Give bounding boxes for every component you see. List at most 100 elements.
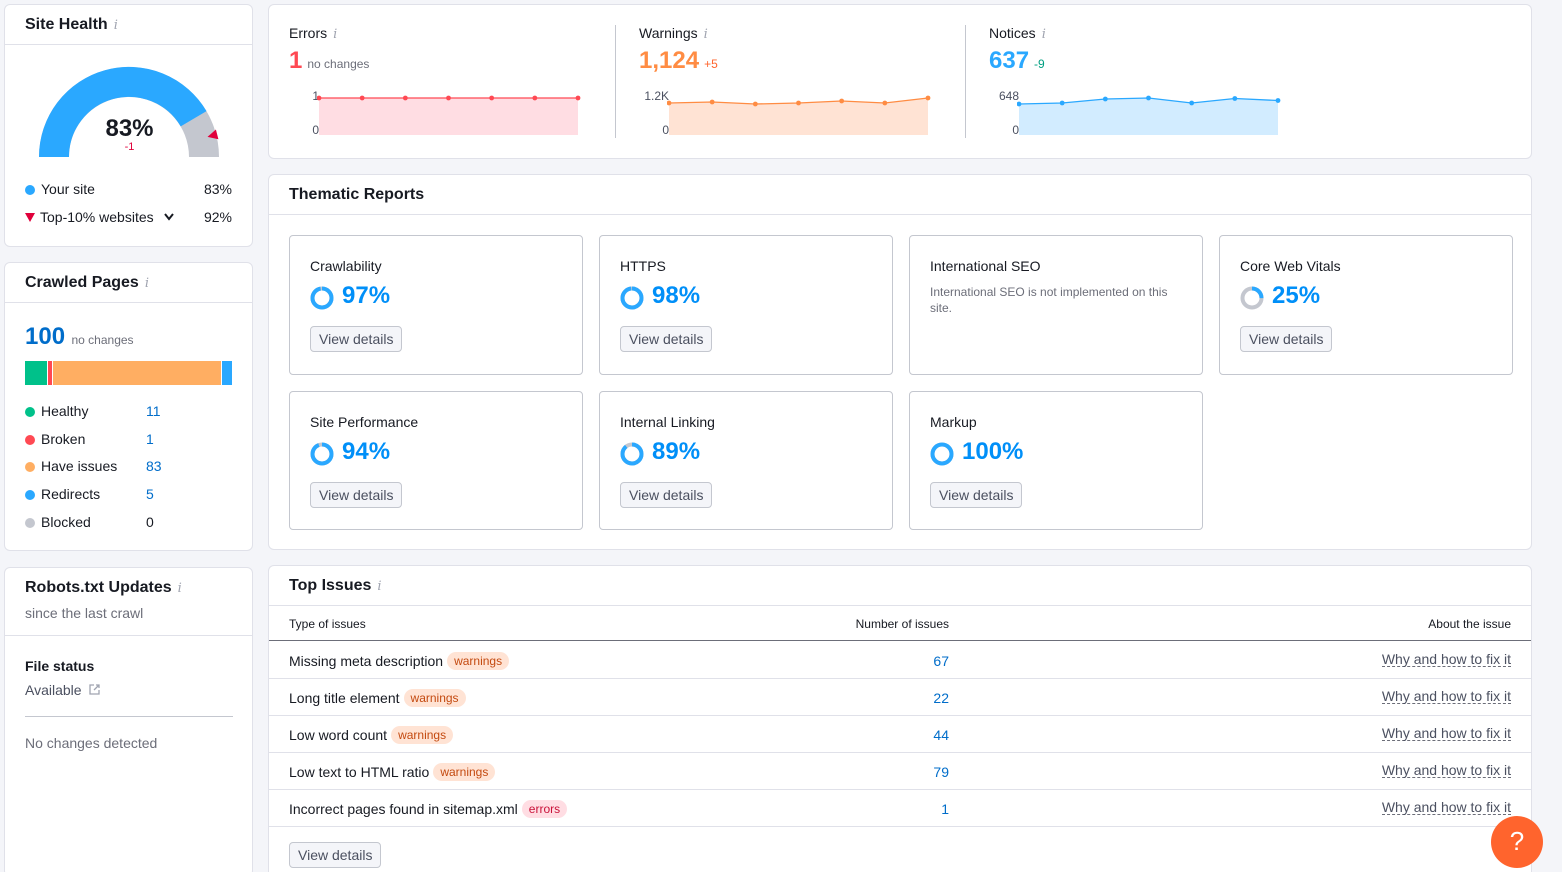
triangle-down-icon: [25, 213, 35, 222]
info-icon[interactable]: i: [703, 27, 708, 42]
issue-count[interactable]: 1: [941, 801, 949, 817]
issue-name[interactable]: Incorrect pages found in sitemap.xml: [289, 801, 518, 817]
table-row: Incorrect pages found in sitemap.xml erro…: [269, 790, 1531, 827]
issue-name[interactable]: Low text to HTML ratio: [289, 764, 430, 780]
metric-value[interactable]: 1: [289, 47, 303, 74]
info-icon[interactable]: i: [177, 581, 182, 596]
why-fix-link[interactable]: Why and how to fix it: [1381, 651, 1511, 667]
thematic-card-percent: 100%: [962, 438, 1024, 465]
thematic-card-core-web-vitals: Core Web Vitals 25% View details: [1219, 235, 1513, 375]
sparkline-point[interactable]: [882, 100, 888, 106]
metric-value[interactable]: 1,124: [639, 47, 700, 74]
metric-warnings: Warnings i 1,124 +5 1.2K 0: [639, 5, 969, 158]
top-issues-card: Top Issues i Type of issues Number of iss…: [268, 565, 1532, 872]
crawl-bar-segment[interactable]: [53, 361, 221, 385]
info-icon[interactable]: i: [333, 27, 338, 42]
issue-count[interactable]: 67: [933, 653, 949, 669]
metric-errors: Errors i 1 no changes 1 0: [289, 5, 619, 158]
metric-value[interactable]: 637: [989, 47, 1030, 74]
crawl-bar-segment[interactable]: [221, 361, 232, 385]
issue-name[interactable]: Missing meta description: [289, 653, 444, 669]
thematic-card-markup: Markup 100% View details: [909, 391, 1203, 530]
sparkline-point[interactable]: [752, 101, 758, 107]
file-status-link[interactable]: Available: [25, 682, 101, 698]
crawl-legend-value[interactable]: 5: [146, 486, 154, 503]
metric-label: Warnings i: [639, 25, 708, 42]
sparkline-point[interactable]: [1189, 100, 1195, 106]
view-details-button[interactable]: View details: [310, 482, 403, 508]
legend-dot-icon: [25, 434, 35, 445]
view-details-button[interactable]: View details: [620, 482, 713, 508]
issue-severity-badge: warnings: [403, 689, 466, 707]
view-details-button[interactable]: View details: [930, 482, 1023, 508]
info-icon[interactable]: i: [113, 18, 118, 33]
sparkline-point[interactable]: [1059, 100, 1065, 106]
sparkline-point[interactable]: [925, 95, 931, 101]
sparkline-point[interactable]: [532, 95, 538, 101]
sparkline-point[interactable]: [489, 95, 495, 101]
sparkline-point[interactable]: [446, 95, 451, 101]
help-button[interactable]: ?: [1491, 816, 1543, 868]
axis-max-label: 1: [312, 89, 319, 103]
sparkline-point[interactable]: [1232, 96, 1238, 101]
sparkline-point[interactable]: [839, 98, 845, 104]
sparkline-point[interactable]: [1017, 101, 1022, 107]
info-icon[interactable]: i: [144, 276, 149, 291]
why-fix-link[interactable]: Why and how to fix it: [1381, 688, 1511, 704]
view-details-button[interactable]: View details: [310, 326, 403, 352]
sparkline-point[interactable]: [1275, 98, 1281, 103]
thematic-card-name[interactable]: HTTPS: [620, 258, 666, 274]
crawl-bar-segment[interactable]: [25, 361, 48, 385]
sparkline-point[interactable]: [317, 95, 322, 101]
robots-no-changes: No changes detected: [25, 735, 158, 751]
file-status-label: File status: [25, 658, 95, 674]
crawl-legend-value[interactable]: 83: [146, 458, 162, 475]
thematic-card-name[interactable]: Internal Linking: [620, 414, 715, 430]
issue-name[interactable]: Long title element: [289, 690, 400, 706]
view-details-button[interactable]: View details: [289, 842, 382, 868]
why-fix-link[interactable]: Why and how to fix it: [1381, 725, 1511, 741]
thematic-card-percent: 98%: [652, 282, 701, 309]
info-icon[interactable]: i: [377, 579, 382, 594]
view-details-button[interactable]: View details: [620, 326, 713, 352]
progress-ring-icon: [310, 286, 334, 310]
issue-count[interactable]: 44: [933, 727, 949, 743]
crawl-legend-value[interactable]: 11: [146, 403, 161, 419]
legend-dot-icon: [25, 462, 35, 473]
issue-severity-badge: errors: [521, 800, 568, 818]
metric-delta: -9: [1034, 57, 1045, 71]
legend-dot-icon: [25, 407, 35, 417]
help-icon: ?: [1509, 826, 1525, 856]
metric-value-row: 1,124 +5: [639, 47, 718, 75]
crawl-bar-segment[interactable]: [48, 361, 53, 385]
thematic-card-name[interactable]: Site Performance: [310, 414, 419, 430]
crawl-legend-value[interactable]: 1: [146, 430, 154, 447]
crawl-legend-label: Blocked: [41, 513, 91, 530]
sparkline-point[interactable]: [667, 100, 672, 106]
issue-name[interactable]: Low word count: [289, 727, 388, 743]
sparkline-point[interactable]: [796, 100, 801, 106]
legend-top10-dropdown[interactable]: Top-10% websites: [25, 209, 174, 225]
thematic-card-name[interactable]: International SEO: [930, 258, 1041, 274]
crawl-legend-value: 0: [146, 513, 154, 530]
thematic-card-name[interactable]: Markup: [930, 414, 977, 430]
sparkline-point[interactable]: [575, 95, 581, 101]
sparkline-point[interactable]: [709, 99, 715, 105]
progress-ring-icon: [310, 442, 334, 466]
sparkline-point[interactable]: [402, 95, 408, 101]
why-fix-link[interactable]: Why and how to fix it: [1381, 762, 1511, 778]
issue-count[interactable]: 22: [933, 690, 949, 706]
why-fix-link[interactable]: Why and how to fix it: [1381, 799, 1511, 815]
thematic-card-name[interactable]: Crawlability: [310, 258, 382, 274]
sparkline-point[interactable]: [359, 95, 365, 101]
issue-count[interactable]: 79: [933, 764, 949, 780]
thematic-card-name[interactable]: Core Web Vitals: [1240, 258, 1341, 274]
thematic-card-internal-linking: Internal Linking 89% View details: [599, 391, 893, 530]
info-icon[interactable]: i: [1041, 27, 1046, 42]
sparkline-point[interactable]: [1102, 96, 1108, 102]
sparkline-area: [669, 98, 928, 135]
view-details-button[interactable]: View details: [1240, 326, 1333, 352]
sparkline-point[interactable]: [1146, 95, 1151, 101]
thematic-card-https: HTTPS 98% View details: [599, 235, 893, 375]
crawled-pages-count[interactable]: 100: [25, 323, 66, 350]
